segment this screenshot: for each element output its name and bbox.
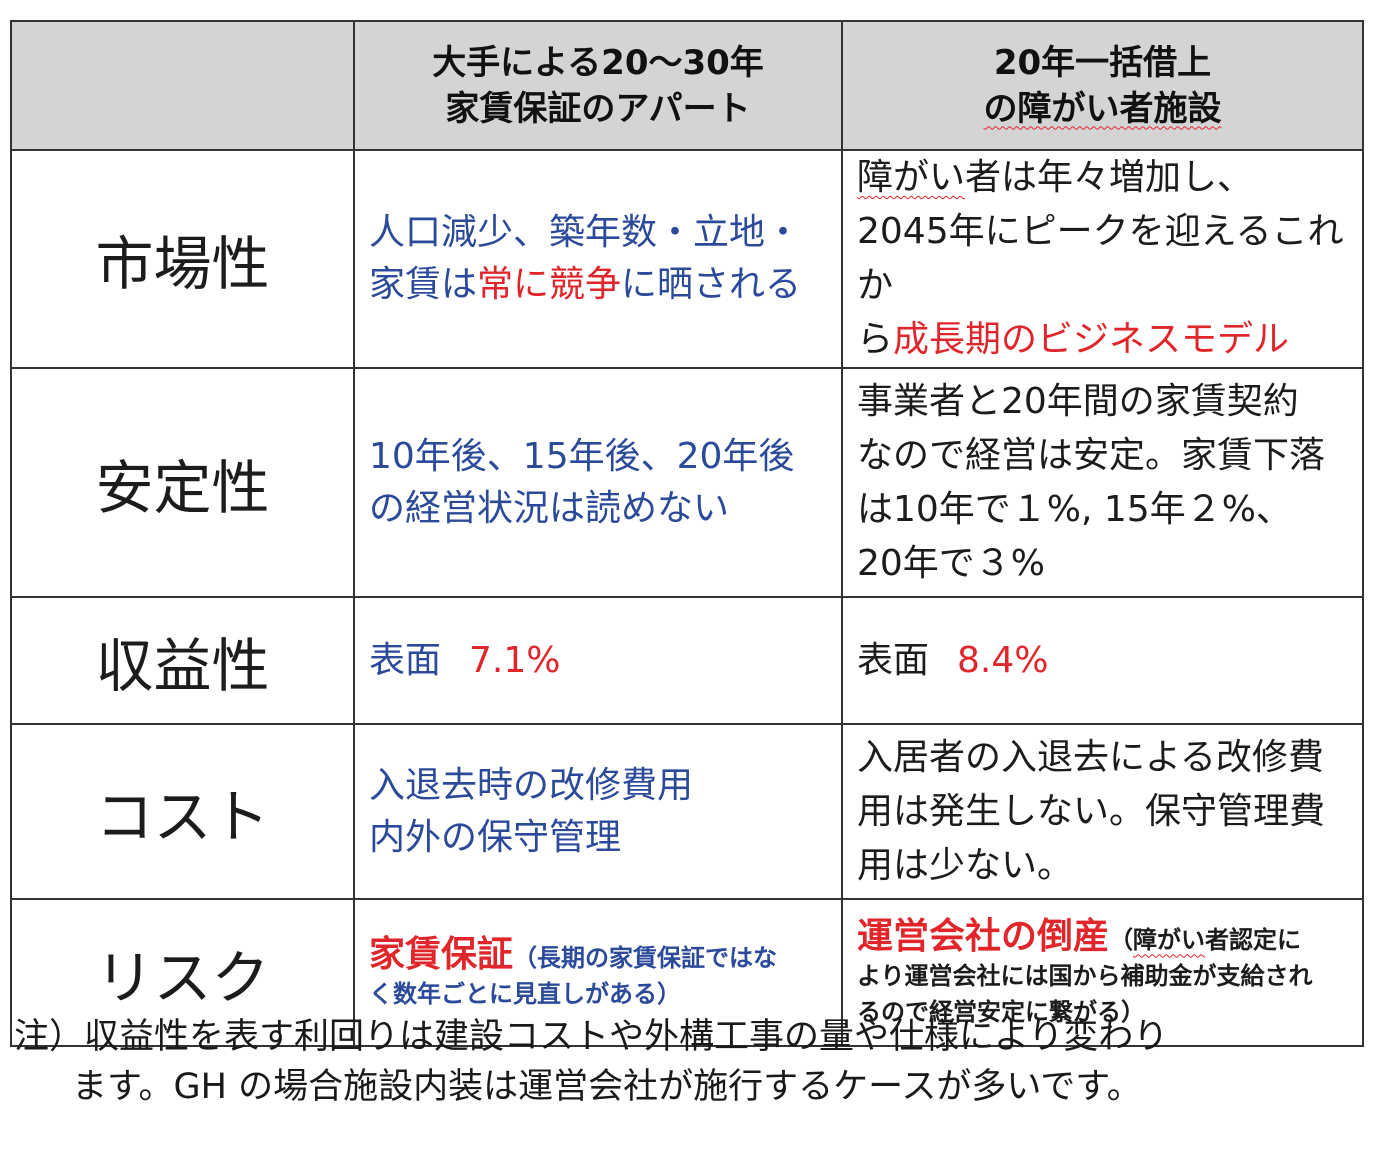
yield-label: 表面 [369,639,442,681]
text-line: 10年後、15年後、20年後 [369,435,795,477]
facility-stability: 事業者と20年間の家賃契約 なので経営は安定。家賃下落 は10年で１%, 15年… [841,367,1364,598]
row-label: コスト [10,723,355,900]
risk-detail: （長期の家賃保証ではな [513,943,778,972]
text-line: の経営状況は読めない [369,487,730,529]
row-cost: コスト 入退去時の改修費用 内外の保守管理 入居者の入退去による改修費 用は発生… [10,723,1364,900]
text-segment: ら [857,319,894,360]
yield-label: 表面 [857,639,930,681]
text-segment: 者は年々増加し、 [965,157,1254,198]
text-line: 用は少ない。 [857,844,1074,886]
risk-heading: 運営会社の倒産 [857,915,1110,957]
row-label: 市場性 [10,149,355,369]
risk-detail-line: く数年ごとに見直しがある） [369,979,681,1008]
underlined-text: 障がい [1133,925,1206,954]
row-marketability: 市場性 人口減少、築年数・立地・ 家賃は常に競争に晒される 障がい者は年々増加し… [10,149,1364,369]
highlight-text: 成長期のビジネスモデル [893,319,1290,360]
row-stability: 安定性 10年後、15年後、20年後 の経営状況は読めない 事業者と20年間の家… [10,367,1364,598]
header-facility-line1: 20年一括借上 [993,42,1212,83]
text-line: 入退去時の改修費用 [369,764,694,806]
header-apartment-line2: 家賃保証のアパート [445,88,751,129]
text-line: 事業者と20年間の家賃契約 [857,380,1299,422]
highlight-text: 常に競争 [477,264,622,305]
text-line: 内外の保守管理 [369,816,622,858]
text-segment: 家賃は [369,264,478,305]
footnote: 注）収益性を表す利回りは建設コストや外構工事の量や仕様により変わり ます。GH … [14,1012,1384,1112]
risk-detail-line: るので経営安定に繋がる） [857,997,1145,1026]
text-line: なので経営は安定。家賃下落 [857,434,1326,476]
underlined-text: 障がい [857,157,966,198]
text-line: は10年で１%, 15年２%、 [857,488,1292,530]
header-apartment: 大手による20～30年 家賃保証のアパート [353,20,843,151]
risk-detail-line: より運営会社には国から補助金が支給され [857,961,1313,990]
apartment-risk: 家賃保証（長期の家賃保証ではな く数年ごとに見直しがある） [353,898,843,1047]
risk-detail: 者認定に [1205,925,1302,954]
text-line: 運営会社の倒産（障がい者認定に [857,916,1356,958]
text-segment: に晒される [621,264,802,305]
risk-heading: 家賃保証 [369,933,514,975]
facility-marketability: 障がい者は年々増加し、 2045年にピークを迎えるこれか ら成長期のビジネスモデ… [841,149,1364,369]
row-profitability: 収益性 表面 7.1% 表面 8.4% [10,596,1364,725]
apartment-stability: 10年後、15年後、20年後 の経営状況は読めない [353,367,843,598]
text-line: 人口減少、築年数・立地・ [369,212,802,253]
facility-cost: 入居者の入退去による改修費 用は発生しない。保守管理費 用は少ない。 [841,723,1364,900]
row-label: 安定性 [10,367,355,598]
text-line: 家賃保証（長期の家賃保証ではな [369,934,833,976]
risk-detail: （ [1109,925,1134,954]
facility-risk: 運営会社の倒産（障がい者認定に より運営会社には国から補助金が支給され るので経… [841,898,1364,1047]
row-label: 収益性 [10,596,355,725]
apartment-marketability: 人口減少、築年数・立地・ 家賃は常に競争に晒される [353,149,843,369]
footnote-line2: ます。GH の場合施設内装は運営会社が施行するケースが多いです。 [72,1067,1142,1107]
row-label: リスク [10,898,355,1047]
text-line: 2045年にピークを迎えるこれか [857,211,1344,306]
text-line: 入居者の入退去による改修費 [857,736,1324,778]
text-line: 20年で３% [857,542,1046,584]
yield-value: 8.4% [957,639,1049,681]
header-facility-line2: の障がい者施設 [843,86,1362,132]
text-line: 用は発生しない。保守管理費 [857,790,1326,832]
text-line: 家賃は常に競争に晒される [369,259,833,311]
text-line: 障がい者は年々増加し、 [857,151,1356,205]
header-apartment-line1: 大手による20～30年 [432,42,764,83]
header-facility-line2-text: の障がい者施設 [983,88,1222,129]
comparison-table-wrapper: 大手による20～30年 家賃保証のアパート 20年一括借上 の障がい者施設 市場… [10,20,1364,1047]
header-row: 大手による20～30年 家賃保証のアパート 20年一括借上 の障がい者施設 [10,20,1364,151]
yield-value: 7.1% [469,639,561,681]
comparison-table: 大手による20～30年 家賃保証のアパート 20年一括借上 の障がい者施設 市場… [10,20,1364,1047]
header-facility: 20年一括借上 の障がい者施設 [841,20,1364,151]
header-empty-cell [10,20,355,151]
footnote-line1: 注）収益性を表す利回りは建設コストや外構工事の量や仕様により変わり [14,1017,1169,1057]
row-risk: リスク 家賃保証（長期の家賃保証ではな く数年ごとに見直しがある） 運営会社の倒… [10,898,1364,1047]
apartment-profitability: 表面 7.1% [353,596,843,725]
facility-profitability: 表面 8.4% [841,596,1364,725]
apartment-cost: 入退去時の改修費用 内外の保守管理 [353,723,843,900]
text-line: ら成長期のビジネスモデル [857,313,1356,367]
